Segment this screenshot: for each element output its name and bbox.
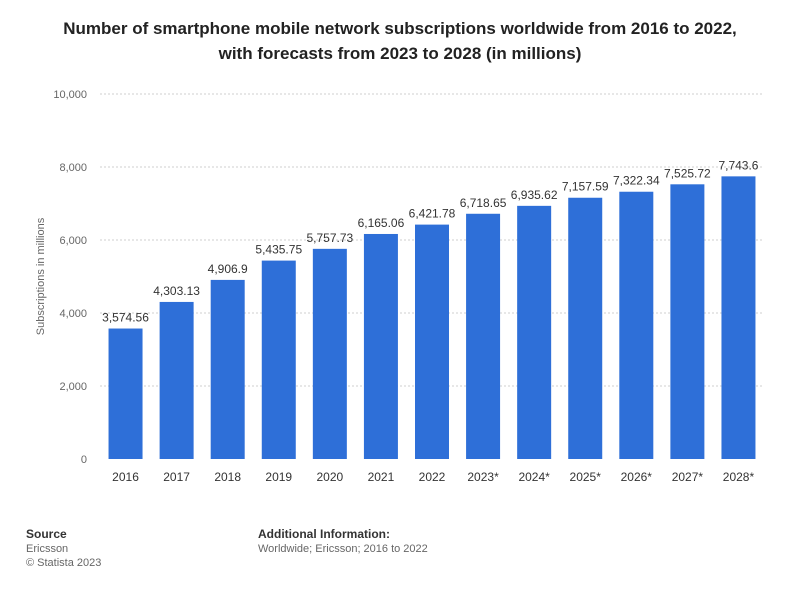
data-label: 7,157.59	[562, 180, 609, 194]
footer-source: Source Ericsson © Statista 2023	[26, 527, 101, 570]
x-tick-label: 2020	[316, 470, 343, 484]
bar	[568, 197, 603, 459]
additional-info-heading: Additional Information:	[258, 527, 390, 541]
y-tick-label: 4,000	[59, 308, 87, 320]
bar	[721, 176, 756, 460]
y-tick-label: 10,000	[53, 89, 87, 101]
bar	[670, 184, 705, 459]
x-tick-label: 2019	[265, 470, 292, 484]
bar	[466, 213, 501, 459]
y-tick-label: 0	[81, 454, 87, 466]
chart-title: Number of smartphone mobile network subs…	[0, 16, 800, 66]
source-heading: Source	[26, 527, 67, 541]
x-tick-label: 2017	[163, 470, 190, 484]
chart-title-line-2: with forecasts from 2023 to 2028 (in mil…	[218, 44, 582, 63]
bar	[159, 301, 194, 459]
x-tick-label: 2027*	[672, 470, 704, 484]
data-label: 6,935.62	[511, 188, 558, 202]
data-label: 6,165.06	[358, 216, 405, 230]
y-tick-label: 2,000	[59, 381, 87, 393]
x-tick-label: 2026*	[621, 470, 653, 484]
x-tick-label: 2016	[112, 470, 139, 484]
additional-info-text: Worldwide; Ericsson; 2016 to 2022	[258, 543, 428, 555]
bar	[261, 260, 296, 459]
y-tick-label: 8,000	[59, 162, 87, 174]
x-tick-label: 2021	[368, 470, 395, 484]
bar	[517, 205, 552, 459]
x-tick-label: 2018	[214, 470, 241, 484]
data-label: 5,435.75	[255, 243, 302, 257]
y-axis-title: Subscriptions in millions	[35, 217, 47, 335]
data-label: 6,718.65	[460, 196, 507, 210]
source-name: Ericsson	[26, 543, 69, 555]
chart-title-line-1: Number of smartphone mobile network subs…	[63, 19, 737, 38]
bar	[363, 233, 398, 459]
data-label: 5,757.73	[306, 231, 353, 245]
bar	[415, 224, 449, 459]
x-tick-label: 2023*	[467, 470, 499, 484]
data-label: 7,525.72	[664, 166, 711, 180]
bar	[619, 191, 654, 459]
footer-additional-info: Additional Information: Worldwide; Erics…	[258, 527, 428, 556]
y-tick-label: 6,000	[59, 235, 87, 247]
x-tick-label: 2022	[419, 470, 446, 484]
bar	[108, 328, 143, 459]
bar	[210, 279, 245, 459]
data-label: 3,574.56	[102, 311, 149, 325]
x-tick-label: 2024*	[518, 470, 550, 484]
bar	[312, 248, 347, 459]
x-tick-label: 2028*	[723, 470, 755, 484]
data-label: 7,322.34	[613, 174, 660, 188]
data-label: 6,421.78	[409, 207, 456, 221]
x-tick-label: 2025*	[570, 470, 602, 484]
copyright: © Statista 2023	[26, 557, 102, 569]
data-label: 4,906.9	[208, 262, 248, 276]
data-label: 7,743.6	[718, 158, 758, 172]
data-label: 4,303.13	[153, 284, 200, 298]
